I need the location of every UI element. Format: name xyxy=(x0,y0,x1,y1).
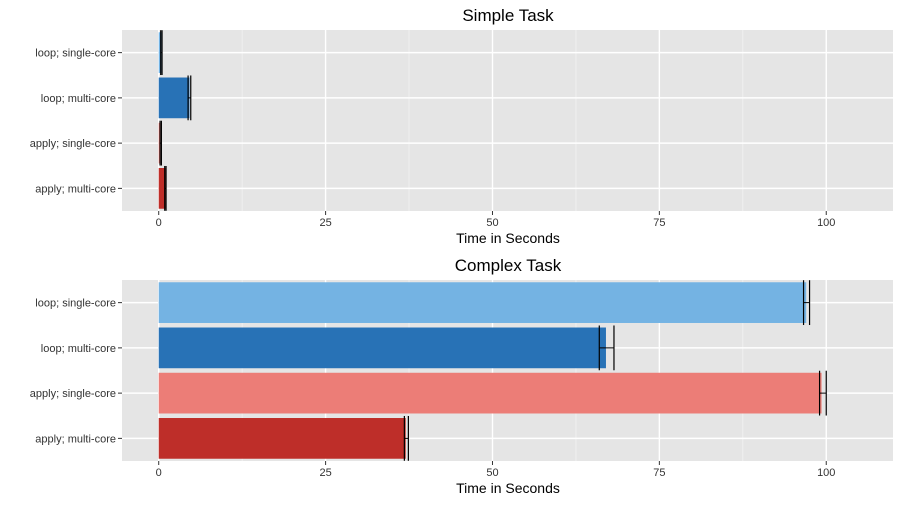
category-label: apply; multi-core xyxy=(35,183,116,195)
bar xyxy=(158,282,807,323)
bar xyxy=(158,418,406,459)
x-tick-label: 100 xyxy=(817,217,835,229)
category-label: apply; multi-core xyxy=(35,433,116,445)
category-label: apply; single-core xyxy=(30,138,116,150)
category-label: loop; single-core xyxy=(35,48,116,60)
bar xyxy=(158,168,166,209)
chart-title: Simple Task xyxy=(462,6,554,25)
x-tick-label: 75 xyxy=(653,467,665,479)
y-axis: loop; single-core loop; multi-core apply; … xyxy=(30,48,122,195)
bars xyxy=(158,30,192,211)
x-tick-label: 75 xyxy=(653,217,665,229)
grid-lines xyxy=(122,30,893,211)
category-label: loop; multi-core xyxy=(41,343,116,355)
category-label: loop; multi-core xyxy=(41,93,116,105)
x-tick-label: 25 xyxy=(319,467,331,479)
bar xyxy=(158,77,190,119)
y-axis: loop; single-core loop; multi-core apply; … xyxy=(30,298,122,445)
x-axis: 0 25 50 75 100 xyxy=(156,461,835,479)
x-axis-title: Time in Seconds xyxy=(456,480,560,496)
x-tick-label: 100 xyxy=(817,467,835,479)
category-label: apply; single-core xyxy=(30,388,116,400)
bar xyxy=(158,372,822,414)
chart-title: Complex Task xyxy=(455,256,562,275)
x-axis-title: Time in Seconds xyxy=(456,230,560,246)
x-axis: 0 25 50 75 100 xyxy=(156,211,835,229)
bars xyxy=(158,280,827,461)
x-tick-label: 0 xyxy=(156,217,162,229)
bar xyxy=(158,32,162,73)
x-tick-label: 25 xyxy=(319,217,331,229)
bar xyxy=(158,327,606,369)
x-tick-label: 50 xyxy=(486,467,498,479)
plot-background xyxy=(122,30,893,211)
complex-task-panel: Complex Task loop; single-core loop; mult… xyxy=(30,256,893,496)
x-tick-label: 0 xyxy=(156,467,162,479)
simple-task-panel: Simple Task loop; single-core loop; multi… xyxy=(30,6,893,246)
x-tick-label: 50 xyxy=(486,217,498,229)
category-label: loop; single-core xyxy=(35,298,116,310)
